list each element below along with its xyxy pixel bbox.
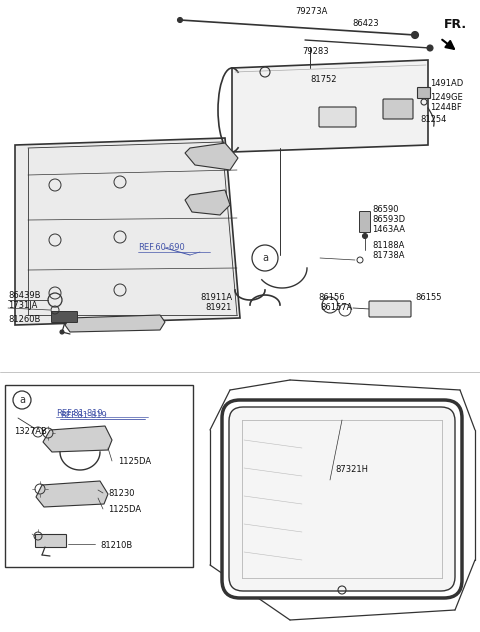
- FancyBboxPatch shape: [5, 385, 193, 567]
- Text: 1463AA: 1463AA: [372, 226, 405, 234]
- Text: 81738A: 81738A: [372, 250, 405, 260]
- Text: FR.: FR.: [444, 18, 467, 32]
- Text: 79283: 79283: [302, 47, 329, 56]
- Text: 87321H: 87321H: [335, 466, 368, 475]
- Text: a: a: [19, 395, 25, 405]
- Circle shape: [60, 330, 64, 334]
- Text: 1244BF: 1244BF: [430, 102, 462, 111]
- Text: 86156: 86156: [318, 293, 345, 303]
- FancyBboxPatch shape: [319, 107, 356, 127]
- Polygon shape: [185, 190, 230, 215]
- Text: 1731JA: 1731JA: [8, 301, 37, 310]
- Text: 81210B: 81210B: [100, 540, 132, 549]
- FancyBboxPatch shape: [36, 535, 67, 547]
- Text: a: a: [262, 253, 268, 263]
- Text: 1249GE: 1249GE: [430, 94, 463, 102]
- Text: 81911A: 81911A: [200, 293, 232, 303]
- Text: 81188A: 81188A: [372, 241, 404, 250]
- FancyBboxPatch shape: [236, 414, 448, 584]
- Text: 1491AD: 1491AD: [430, 80, 463, 88]
- Polygon shape: [43, 426, 112, 452]
- Circle shape: [411, 32, 419, 39]
- Text: 81254: 81254: [420, 116, 446, 125]
- Text: REF.60-690: REF.60-690: [138, 243, 185, 253]
- Polygon shape: [36, 481, 108, 507]
- Text: 86423: 86423: [352, 20, 379, 28]
- Text: REF.81-819: REF.81-819: [56, 408, 103, 418]
- Text: 86439B: 86439B: [8, 291, 40, 300]
- FancyBboxPatch shape: [369, 301, 411, 317]
- Text: 81230: 81230: [108, 490, 134, 499]
- Polygon shape: [185, 143, 238, 170]
- FancyBboxPatch shape: [229, 407, 455, 591]
- Circle shape: [362, 233, 368, 238]
- Text: 86590: 86590: [372, 205, 398, 214]
- FancyBboxPatch shape: [418, 87, 431, 99]
- Circle shape: [178, 18, 182, 23]
- Text: 1125DA: 1125DA: [118, 458, 151, 466]
- Text: 81752: 81752: [310, 75, 336, 85]
- Circle shape: [427, 45, 433, 51]
- FancyBboxPatch shape: [51, 312, 77, 322]
- Text: 86593D: 86593D: [372, 216, 405, 224]
- Polygon shape: [65, 315, 165, 332]
- Polygon shape: [232, 60, 428, 152]
- FancyBboxPatch shape: [360, 212, 371, 233]
- Text: 86155: 86155: [415, 293, 442, 303]
- Text: 79273A: 79273A: [295, 8, 327, 16]
- Text: 86157A: 86157A: [320, 303, 352, 312]
- FancyBboxPatch shape: [383, 99, 413, 119]
- Text: REF.81-819: REF.81-819: [60, 411, 107, 420]
- Text: 1125DA: 1125DA: [108, 506, 141, 514]
- Text: 81260B: 81260B: [8, 315, 40, 324]
- Text: 1327AB: 1327AB: [14, 427, 47, 437]
- Polygon shape: [15, 138, 240, 325]
- Text: 81921: 81921: [205, 303, 231, 312]
- FancyBboxPatch shape: [222, 400, 462, 598]
